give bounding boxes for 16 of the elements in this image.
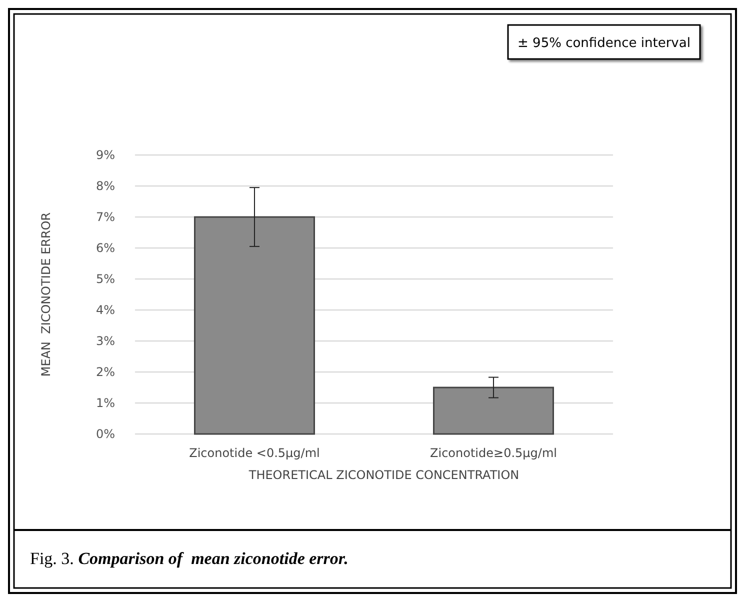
y-tick-label: 2% bbox=[96, 365, 115, 380]
x-tick-label: Ziconotide <0.5µg/ml bbox=[189, 446, 320, 460]
y-tick-label: 9% bbox=[96, 148, 115, 162]
y-tick-label: 8% bbox=[96, 179, 115, 194]
y-tick-label: 6% bbox=[96, 241, 115, 256]
x-axis-title: THEORETICAL ZICONOTIDE CONCENTRATION bbox=[248, 468, 520, 482]
text: ± 95% confidence interval bbox=[518, 36, 690, 51]
y-tick-label: 7% bbox=[96, 210, 115, 224]
y-axis-title: MEAN ZICONOTIDE ERROR bbox=[39, 212, 53, 377]
y-tick-label: 3% bbox=[96, 334, 115, 348]
caption: Fig. 3. Comparison of mean ziconotide error. bbox=[30, 549, 348, 568]
y-tick-label: 4% bbox=[96, 303, 115, 318]
y-tick-label: 1% bbox=[96, 396, 115, 410]
y-tick-label: 5% bbox=[96, 272, 115, 286]
x-tick-label: Ziconotide≥0.5µg/ml bbox=[430, 446, 557, 460]
y-tick-label: 0% bbox=[96, 427, 115, 442]
